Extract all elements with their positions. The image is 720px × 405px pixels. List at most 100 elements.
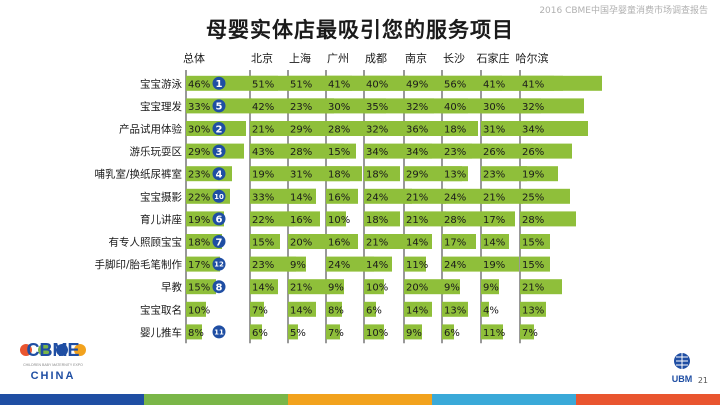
data-label: 18%: [328, 170, 350, 181]
category-label: 宝宝理发: [140, 100, 182, 113]
bar: [186, 279, 216, 295]
bar: [520, 256, 550, 272]
data-label: 15%: [522, 260, 544, 271]
bar: [364, 324, 384, 340]
data-label: 21%: [252, 125, 274, 136]
data-label: 10%: [366, 328, 388, 339]
category-label: 宝宝游泳: [140, 77, 182, 90]
bar: [404, 301, 432, 317]
bar: [326, 324, 340, 340]
data-label: 26%: [522, 147, 544, 158]
data-label: 11%: [483, 328, 505, 339]
data-label: 24%: [444, 192, 466, 203]
data-label: 10%: [188, 305, 210, 316]
rank-badge: [212, 99, 226, 113]
data-label: 33%: [252, 192, 274, 203]
rank-badge-label: 11: [214, 328, 224, 336]
category-label: 游乐玩耍区: [130, 145, 183, 158]
data-label: 22%: [252, 215, 274, 226]
bar: [404, 256, 426, 272]
data-label: 7%: [252, 305, 268, 316]
bar: [288, 234, 328, 249]
logo-dot-c: [20, 344, 32, 356]
data-label: 18%: [188, 238, 210, 249]
data-label: 14%: [252, 283, 274, 294]
bar: [442, 143, 488, 159]
category-label: 育儿讲座: [140, 213, 182, 226]
bar: [520, 324, 534, 340]
rank-badge-label: 3: [216, 147, 223, 158]
column-header-7: 石家庄: [477, 51, 510, 65]
bar: [404, 279, 444, 295]
data-label: 40%: [366, 79, 388, 90]
data-label: 16%: [328, 192, 350, 203]
data-label: 51%: [252, 79, 274, 90]
bar: [481, 279, 499, 295]
data-label: 43%: [252, 147, 274, 158]
rank-badge: [212, 122, 226, 135]
bar: [326, 211, 346, 227]
data-label: 13%: [444, 305, 466, 316]
bar: [326, 234, 358, 249]
rank-badge: [212, 189, 226, 203]
bar: [186, 324, 202, 340]
data-label: 32%: [522, 102, 544, 113]
data-label: 31%: [483, 125, 505, 136]
bar: [186, 234, 222, 249]
rank-badge: [212, 257, 226, 271]
data-label: 24%: [328, 260, 350, 271]
data-label: 36%: [406, 125, 428, 136]
footer-segment: [432, 394, 576, 405]
bar: [288, 324, 298, 340]
data-label: 42%: [252, 102, 274, 113]
bar: [404, 324, 422, 340]
data-label: 10%: [328, 215, 350, 226]
data-label: 18%: [366, 170, 388, 181]
rank-badge-label: 5: [216, 102, 223, 113]
bar: [364, 234, 406, 249]
footer-segment: [0, 394, 144, 405]
rank-badge: [212, 212, 226, 226]
bar: [364, 188, 412, 204]
data-label: 40%: [444, 102, 466, 113]
rank-badge: [212, 76, 226, 90]
column-header-0: 总体: [183, 51, 205, 65]
data-label: 28%: [290, 147, 312, 158]
column-header-2: 上海: [289, 51, 311, 65]
data-label: 28%: [522, 215, 544, 226]
data-label: 20%: [290, 238, 312, 249]
bar: [442, 324, 454, 340]
bar: [250, 279, 278, 295]
data-label: 23%: [483, 170, 505, 181]
logo-subtext: CHILDREN BABY MATERNITY EXPO: [23, 363, 83, 367]
data-label: 24%: [444, 260, 466, 271]
bar: [250, 256, 296, 272]
data-label: 9%: [483, 283, 499, 294]
rank-badge: [212, 325, 226, 339]
column-header-8: 哈尔滨: [516, 51, 549, 65]
footer-segment: [576, 394, 720, 405]
rank-badge: [212, 280, 226, 294]
category-label: 有专人照顾宝宝: [109, 236, 183, 249]
data-label: 13%: [444, 170, 466, 181]
data-label: 13%: [522, 305, 544, 316]
category-label: 手脚印/胎毛笔制作: [94, 258, 182, 271]
data-label: 22%: [188, 192, 210, 203]
bar: [364, 211, 400, 227]
data-label: 21%: [366, 238, 388, 249]
bar: [520, 98, 584, 114]
logo-dot-b: [38, 344, 50, 356]
data-label: 11%: [406, 260, 428, 271]
data-label: 29%: [188, 147, 210, 158]
bar: [442, 121, 478, 136]
data-label: 8%: [328, 305, 344, 316]
bar: [520, 75, 602, 91]
category-label: 宝宝摄影: [140, 190, 182, 203]
data-label: 17%: [444, 238, 466, 249]
data-label: 26%: [483, 147, 505, 158]
bar: [520, 301, 546, 317]
bar: [364, 279, 384, 295]
data-label: 56%: [444, 79, 466, 90]
data-label: 29%: [290, 125, 312, 136]
